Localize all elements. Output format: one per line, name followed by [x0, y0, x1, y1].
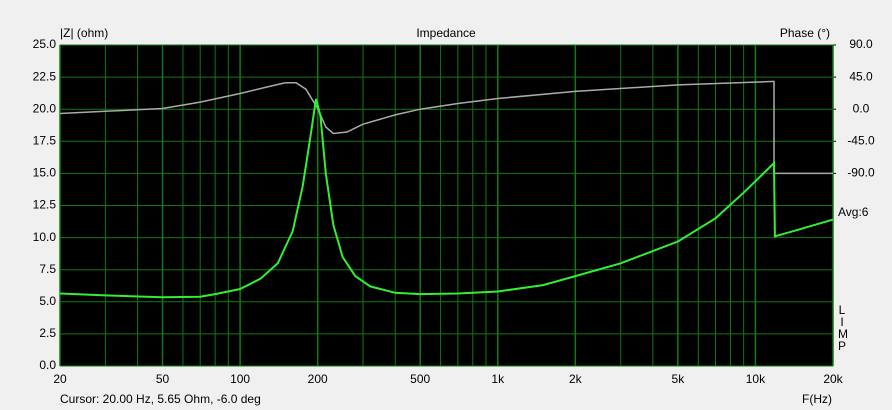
y-tick-label: 5.0: [39, 294, 56, 308]
y-tick-label: 17.5: [33, 133, 57, 147]
x-tick-label: 5k: [672, 372, 686, 386]
y2-tick-label: 0.0: [853, 101, 870, 115]
program-label: LIMP: [838, 303, 848, 353]
x-tick-label: 100: [230, 372, 250, 386]
x-tick-label: 1k: [491, 372, 505, 386]
x-tick-label: 10k: [746, 372, 766, 386]
y2-tick-label: 45.0: [849, 69, 873, 83]
x-tick-label: 50: [156, 372, 170, 386]
y-tick-label: 2.5: [39, 326, 56, 340]
y-tick-label: 7.5: [39, 262, 56, 276]
y-tick-label: 22.5: [33, 69, 57, 83]
x-tick-label: 500: [410, 372, 430, 386]
y2-tick-label: -90.0: [847, 166, 875, 180]
y-tick-label: 20.0: [33, 101, 57, 115]
status-text: Cursor: 20.00 Hz, 5.65 Ohm, -6.0 deg: [60, 392, 261, 406]
y2-tick-label: -45.0: [847, 133, 875, 147]
annotation: Avg:6: [838, 205, 869, 219]
x-tick-label: 2k: [569, 372, 583, 386]
y-tick-label: 15.0: [33, 166, 57, 180]
chart-title: Impedance: [416, 26, 476, 40]
y2-axis-label: Phase (°): [780, 26, 830, 40]
y-tick-label: 0.0: [39, 358, 56, 372]
y-tick-label: 12.5: [33, 198, 57, 212]
x-axis-label: F(Hz): [802, 392, 832, 406]
y-axis-label: |Z| (ohm): [60, 26, 108, 40]
series-line: [59, 80, 833, 175]
y-tick-label: 25.0: [33, 37, 57, 51]
x-tick-label: 200: [308, 372, 328, 386]
x-tick-label: 20k: [823, 372, 843, 386]
y-tick-label: 10.0: [33, 230, 57, 244]
series-line: [59, 98, 834, 299]
x-tick-label: 20: [53, 372, 67, 386]
y2-tick-label: 90.0: [849, 37, 873, 51]
